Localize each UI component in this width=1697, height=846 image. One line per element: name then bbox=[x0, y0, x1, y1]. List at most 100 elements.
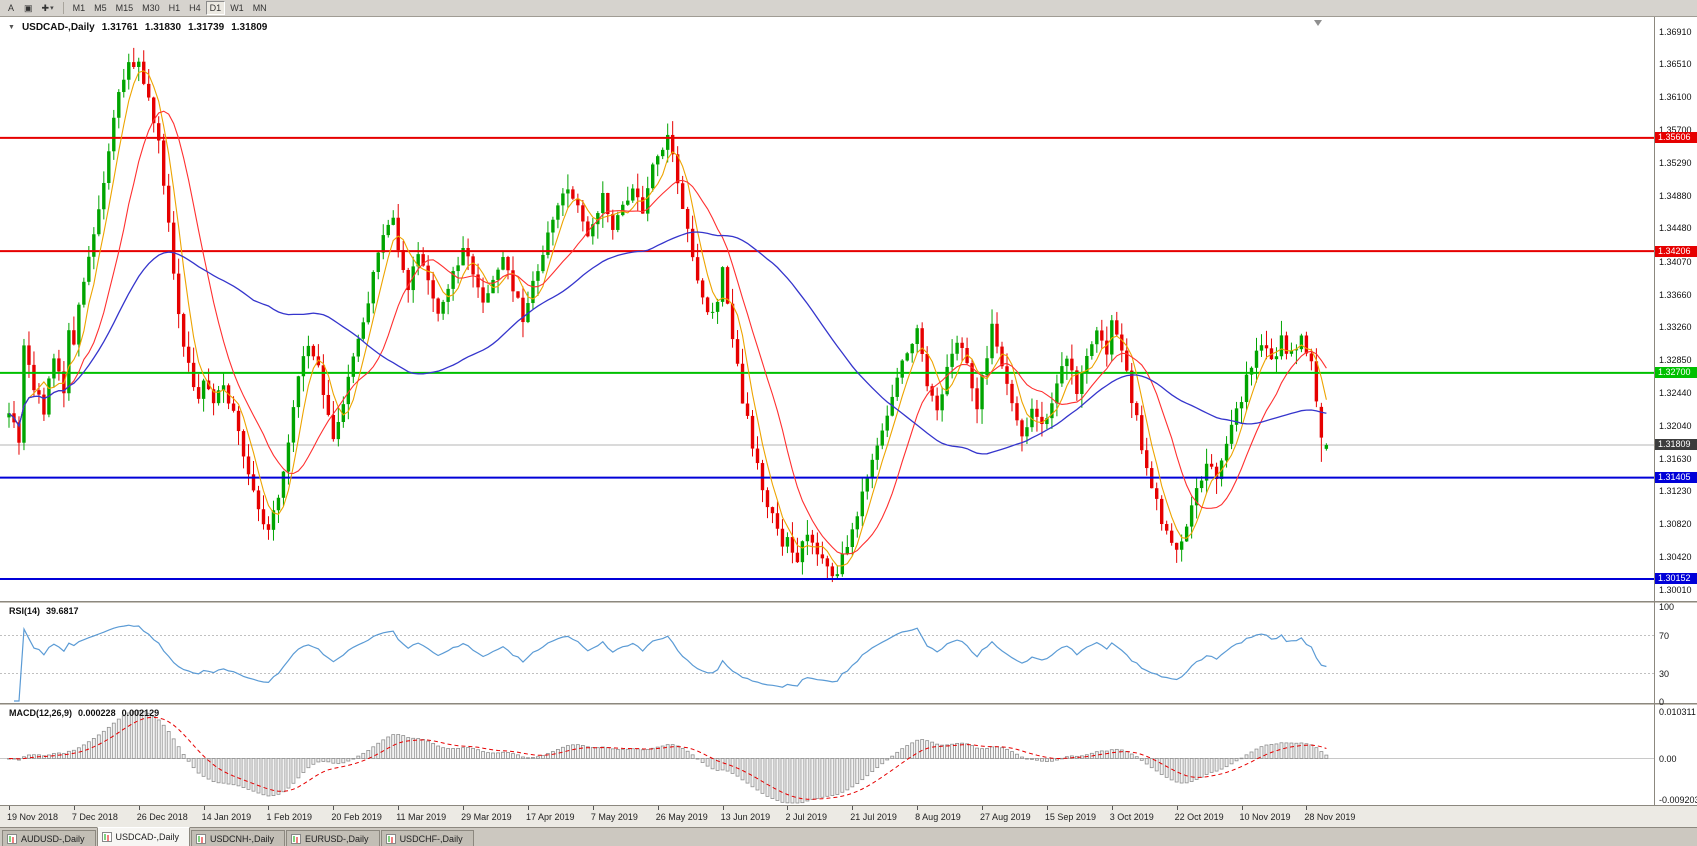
candle-body bbox=[366, 303, 370, 323]
timeframe-h4-button[interactable]: H4 bbox=[189, 3, 201, 13]
candle-body bbox=[1085, 355, 1089, 374]
timeframe-toolbar: A ▣ ✚ ▾ M1 M5 M15 M30 H1 H4 D1 W1 MN bbox=[0, 0, 1697, 17]
candle-body bbox=[1145, 450, 1149, 469]
candle-body bbox=[1274, 356, 1279, 360]
candle-body bbox=[730, 303, 735, 340]
time-axis-tick bbox=[9, 806, 10, 810]
candle-body bbox=[1115, 320, 1119, 335]
macd-histogram-bar bbox=[266, 758, 271, 797]
timeframe-w1-button[interactable]: W1 bbox=[230, 3, 244, 13]
timeframe-mn-button[interactable]: MN bbox=[252, 3, 267, 13]
candle-body bbox=[660, 149, 665, 157]
chart-shift-marker[interactable] bbox=[1314, 20, 1322, 26]
candle-body bbox=[1030, 408, 1034, 428]
macd-histogram-bar bbox=[720, 758, 725, 771]
macd-histogram-bar bbox=[366, 750, 371, 759]
candle-body bbox=[426, 265, 430, 281]
candle-body bbox=[1065, 358, 1069, 367]
candle-body bbox=[52, 358, 56, 379]
rsi-axis-label: 0 bbox=[1659, 697, 1665, 707]
macd-histogram-bar bbox=[346, 758, 351, 762]
tab-usdcad-daily[interactable]: USDCAD-,Daily bbox=[96, 827, 191, 846]
macd-histogram-bar bbox=[306, 758, 311, 769]
macd-histogram-bar bbox=[1274, 743, 1279, 759]
timeframe-m30-button[interactable]: M30 bbox=[142, 3, 160, 13]
panel-splitter[interactable] bbox=[0, 601, 1697, 603]
text-tool-button[interactable]: A bbox=[3, 1, 19, 15]
timeframe-m1-button[interactable]: M1 bbox=[72, 3, 86, 13]
macd-histogram-bar bbox=[890, 755, 895, 759]
macd-histogram-bar bbox=[1050, 758, 1054, 762]
macd-histogram-bar bbox=[775, 758, 780, 801]
candle-body bbox=[631, 188, 635, 201]
candle-body bbox=[646, 188, 650, 214]
candle-body bbox=[471, 256, 475, 275]
candle-body bbox=[501, 257, 505, 270]
macd-histogram-bar bbox=[905, 745, 910, 759]
candle-body bbox=[22, 345, 26, 443]
tab-usdcnh-daily[interactable]: USDCNH-,Daily bbox=[191, 830, 286, 846]
candle-body bbox=[1060, 366, 1064, 384]
candle-body bbox=[406, 269, 410, 291]
candle-body bbox=[341, 404, 346, 423]
candle-body bbox=[740, 363, 745, 404]
tab-audusd-daily[interactable]: AUDUSD-,Daily bbox=[2, 830, 96, 846]
macd-signal-line bbox=[8, 716, 1327, 800]
main-price-chart[interactable] bbox=[0, 17, 1655, 601]
macd-histogram-bar bbox=[556, 748, 560, 759]
timeframe-m5-button[interactable]: M5 bbox=[94, 3, 107, 13]
candle-body bbox=[306, 345, 311, 357]
candle-body bbox=[531, 280, 535, 304]
candle-body bbox=[930, 386, 934, 396]
macd-histogram-bar bbox=[975, 747, 979, 759]
macd-histogram-bar bbox=[1000, 747, 1004, 759]
collapse-triangle-icon[interactable]: ▼ bbox=[8, 24, 15, 31]
macd-histogram-bar bbox=[755, 758, 760, 791]
crosshair-tool-button[interactable]: ✚ ▾ bbox=[38, 1, 58, 15]
rsi-indicator-panel[interactable] bbox=[0, 603, 1655, 703]
candle-body bbox=[1194, 488, 1199, 506]
macd-histogram-bar bbox=[1040, 758, 1044, 762]
candle-body bbox=[42, 394, 46, 415]
candle-body bbox=[401, 250, 405, 270]
macd-histogram-bar bbox=[815, 758, 820, 799]
macd-indicator-panel[interactable] bbox=[0, 705, 1655, 805]
candle-body bbox=[670, 134, 675, 155]
macd-histogram-bar bbox=[1035, 758, 1039, 761]
candle-body bbox=[845, 546, 850, 555]
macd-histogram-bar bbox=[141, 711, 146, 759]
candle-body bbox=[137, 61, 141, 67]
candle-body bbox=[196, 387, 201, 399]
candle-body bbox=[760, 463, 765, 491]
price-axis-label: 1.36100 bbox=[1659, 92, 1692, 103]
macd-histogram-bar bbox=[1124, 750, 1129, 759]
rsi-name: RSI(14) bbox=[9, 606, 41, 616]
time-axis[interactable]: 19 Nov 2018 7 Dec 2018 26 Dec 2018 14 Jan 2… bbox=[0, 805, 1697, 827]
tab-usdchf-daily[interactable]: USDCHF-,Daily bbox=[380, 830, 474, 846]
macd-histogram-bar bbox=[1144, 758, 1149, 765]
timeframe-d1-button[interactable]: D1 bbox=[205, 1, 226, 15]
price-axis-label: 1.35700 bbox=[1659, 124, 1692, 135]
candle-body bbox=[795, 552, 800, 563]
macd-histogram-bar bbox=[57, 752, 61, 759]
time-axis-tick bbox=[268, 806, 270, 810]
tab-eurusd-daily[interactable]: EURUSD-,Daily bbox=[286, 830, 380, 846]
timeframe-m15-button[interactable]: M15 bbox=[115, 3, 134, 13]
time-axis-label: 20 Feb 2019 bbox=[331, 812, 382, 822]
macd-histogram-bar bbox=[1264, 744, 1269, 759]
chart-window-button[interactable]: ▣ bbox=[20, 1, 37, 15]
candle-body bbox=[346, 376, 351, 405]
panel-splitter[interactable] bbox=[0, 703, 1697, 705]
candle-body bbox=[1005, 366, 1009, 384]
macd-histogram-bar bbox=[590, 747, 595, 759]
macd-histogram-bar bbox=[935, 743, 940, 759]
macd-histogram-bar bbox=[61, 753, 66, 759]
candle-body bbox=[850, 529, 855, 547]
macd-histogram-bar bbox=[690, 754, 695, 759]
candle-body bbox=[436, 298, 440, 314]
candle-body bbox=[416, 254, 420, 267]
timeframe-h1-button[interactable]: H1 bbox=[168, 3, 181, 13]
macd-axis-label: 0.00 bbox=[1659, 753, 1677, 764]
candle-body bbox=[456, 265, 460, 272]
macd-histogram-bar bbox=[531, 757, 535, 759]
